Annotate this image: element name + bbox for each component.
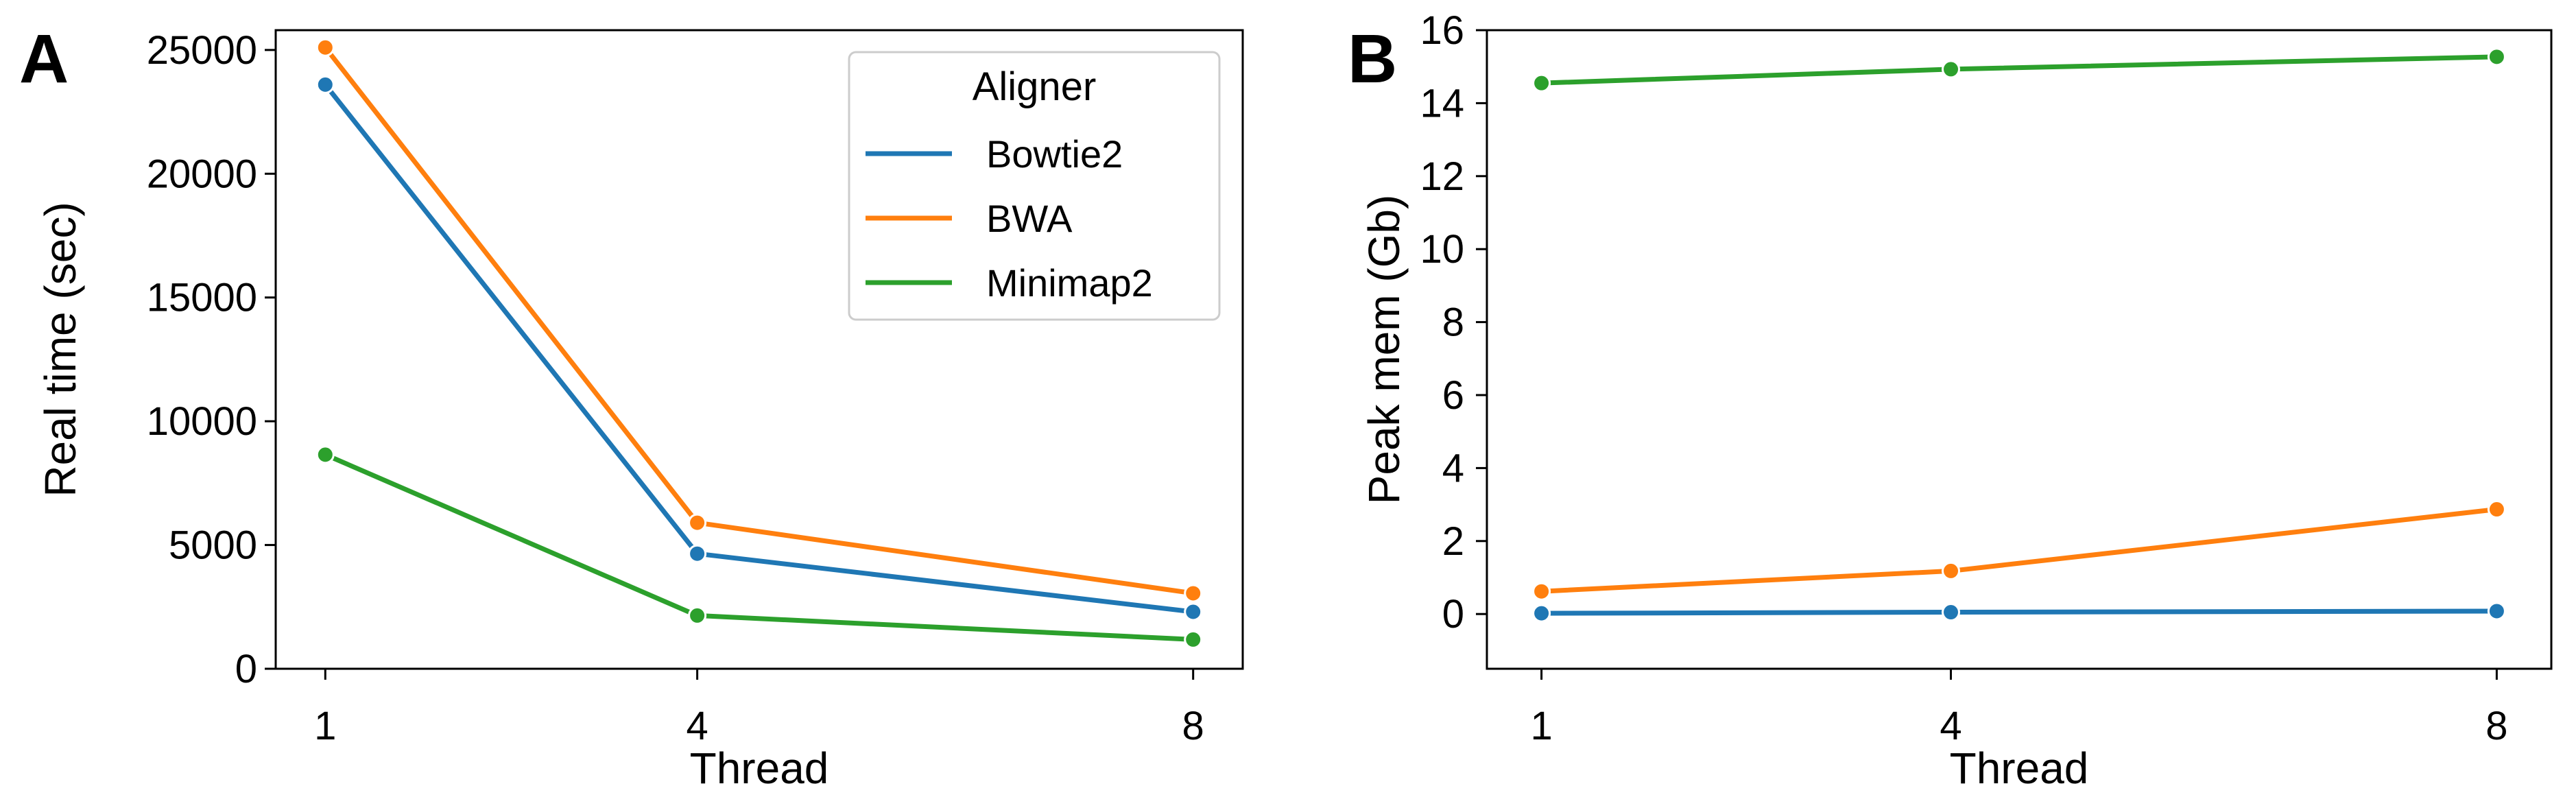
x-tick-label: 8 <box>1182 704 1204 748</box>
x-axis-label-b: Thread <box>1950 744 2089 793</box>
panel-a-chart: 0 5000 10000 15000 20000 25000 1 4 8 Thread Real t… <box>36 28 1244 793</box>
series-line-bowtie2-b <box>1539 608 2499 616</box>
legend-title: Aligner <box>973 64 1097 109</box>
plot-frame-a <box>274 29 1244 670</box>
panel-letter-b: B <box>1348 21 1397 97</box>
y-tick-label: 10000 <box>147 399 257 444</box>
y-tick-label: 10 <box>1420 227 1464 272</box>
series-line-minimap2-b <box>1539 54 2499 86</box>
legend-label-bwa: BWA <box>986 197 1073 240</box>
legend-box <box>848 51 1221 321</box>
point-bowtie2-thread-8 <box>2487 602 2506 621</box>
point-minimap2-thread-8 <box>1184 630 1203 649</box>
point-bowtie2-thread-1 <box>315 75 335 94</box>
y-tick-label: 15000 <box>147 276 257 320</box>
y-tick-label: 20000 <box>147 152 257 196</box>
x-axis-label-a: Thread <box>690 744 829 793</box>
y-tick-label: 14 <box>1420 81 1464 126</box>
y-tick-label: 0 <box>235 647 257 691</box>
point-minimap2-thread-4 <box>688 606 707 625</box>
y-tick-label: 2 <box>1442 519 1464 564</box>
legend: Aligner Bowtie2 BWA Minimap2 <box>848 51 1221 321</box>
y-tick-label: 6 <box>1442 373 1464 418</box>
y-tick-label: 12 <box>1420 154 1464 199</box>
x-tick-label: 4 <box>1940 704 1961 748</box>
x-tick-label: 1 <box>314 704 336 748</box>
legend-label-bowtie2: Bowtie2 <box>986 132 1123 176</box>
y-tick-label: 0 <box>1442 592 1464 637</box>
point-bwa-thread-1 <box>1532 582 1551 601</box>
point-bwa-thread-8 <box>2487 500 2506 519</box>
point-minimap2-thread-1 <box>1532 73 1551 93</box>
y-tick-label: 25000 <box>147 28 257 73</box>
y-tick-label: 16 <box>1420 8 1464 53</box>
point-minimap2-thread-8 <box>2487 47 2506 67</box>
point-bwa-thread-1 <box>315 38 335 57</box>
y-tick-label: 8 <box>1442 300 1464 345</box>
y-tick-label: 5000 <box>169 523 257 568</box>
point-bowtie2-thread-8 <box>1184 602 1203 621</box>
point-bwa-thread-4 <box>688 513 707 532</box>
point-bwa-thread-4 <box>1942 561 1961 580</box>
legend-label-minimap2: Minimap2 <box>986 261 1153 305</box>
plot-frame-b <box>1486 29 2553 670</box>
y-tick-label: 4 <box>1442 446 1464 490</box>
x-tick-label: 8 <box>2485 704 2507 748</box>
point-minimap2-thread-4 <box>1942 60 1961 79</box>
x-tick-label: 4 <box>686 704 708 748</box>
point-bowtie2-thread-4 <box>688 544 707 563</box>
point-bowtie2-thread-4 <box>1942 603 1961 622</box>
series-line-minimap2-a <box>322 452 1196 642</box>
x-tick-label: 1 <box>1530 704 1552 748</box>
y-axis-label-a: Real time (sec) <box>36 202 85 497</box>
point-minimap2-thread-1 <box>315 445 335 464</box>
point-bwa-thread-8 <box>1184 584 1203 603</box>
y-axis-label-b: Peak mem (Gb) <box>1359 195 1409 505</box>
panel-letter-a: A <box>19 21 69 97</box>
series-line-bwa-b <box>1539 507 2499 594</box>
point-bowtie2-thread-1 <box>1532 604 1551 623</box>
